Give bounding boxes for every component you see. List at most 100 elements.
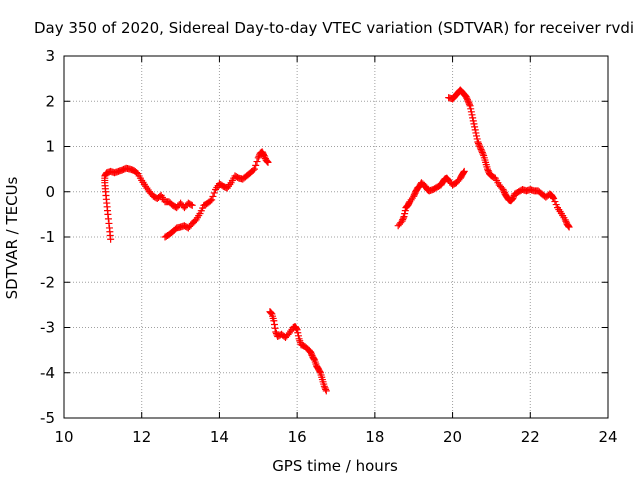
data-point-marker [264,158,272,166]
data-point-marker [322,385,330,393]
x-tick-label: 18 [365,428,384,446]
chart-title: Day 350 of 2020, Sidereal Day-to-day VTE… [34,19,634,37]
data-point-marker [466,102,474,110]
data-point-marker [469,114,477,122]
y-tick-label: -3 [40,319,55,337]
data-point-marker [467,108,475,116]
x-tick-label: 14 [210,428,229,446]
data-point-marker [307,348,315,356]
data-point-marker [474,138,482,146]
data-point-marker [322,387,330,395]
data-point-marker [470,120,478,128]
data-point-marker [474,139,482,147]
data-point-marker [410,192,418,200]
data-point-marker [209,192,217,200]
x-axis-label: GPS time / hours [272,457,398,475]
x-tick-label: 16 [288,428,307,446]
data-point-marker [460,168,468,176]
data-point-marker [465,99,473,107]
axis-ticks [63,55,609,419]
data-point-marker [401,210,409,218]
data-point-marker [398,217,406,225]
data-point-marker [561,216,569,224]
data-point-marker [206,197,214,205]
grid [64,56,608,418]
data-point-marker [410,191,418,199]
data-point-marker [316,368,324,376]
data-point-marker [479,150,487,158]
data-point-marker [249,166,257,174]
data-point-marker [272,328,280,336]
y-tick-label: 0 [45,183,55,201]
data-point-marker [476,144,484,152]
x-tick-label: 22 [521,428,540,446]
data-point-marker [188,201,196,209]
data-point-marker [564,222,572,230]
y-tick-labels: -5 -4 -3 -2 -1 0 1 2 3 [40,47,55,427]
data-point-marker [293,326,301,334]
y-tick-label: -2 [40,273,55,291]
data-point-marker [551,198,559,206]
data-point-marker [476,143,484,150]
data-point-marker [562,217,570,225]
data-point-marker [463,94,471,102]
y-tick-label: 3 [45,47,55,65]
data-point-marker [399,216,407,224]
data-point-marker [467,105,475,113]
data-point-marker [263,157,271,165]
y-tick-label: -5 [40,409,55,427]
data-point-marker [320,382,328,390]
data-point-marker [500,187,508,195]
data-point-marker [271,324,279,332]
data-point-marker [261,153,269,161]
data-point-marker [270,320,278,328]
data-point-marker [549,193,557,201]
data-point-marker [484,167,492,175]
data-point-marker [263,158,271,166]
data-point-marker [210,189,218,197]
data-point-marker [484,165,492,173]
data-point-marker [267,308,275,316]
y-tick-label: 2 [45,92,55,110]
data-point-marker [473,135,481,143]
y-tick-label: 1 [45,138,55,156]
data-point-marker [294,329,302,337]
data-points [101,86,573,395]
data-point-marker [253,158,261,166]
y-tick-label: -1 [40,228,55,246]
data-point-marker [478,149,486,157]
data-point-marker [321,384,329,392]
data-point-marker [254,154,262,162]
x-tick-labels: 10 12 14 16 18 20 22 24 [54,428,617,446]
data-point-marker [307,350,315,358]
x-tick-label: 10 [54,428,73,446]
data-point-marker [208,196,216,204]
data-point-marker [473,132,481,140]
data-point-marker [471,126,479,134]
data-point-marker [252,161,260,169]
data-point-marker [462,93,470,101]
data-point-marker [478,147,486,155]
data-point-marker [270,317,278,325]
data-point-marker [471,123,479,131]
data-point-marker [468,111,476,119]
data-point-marker [552,201,560,209]
data-point-marker [292,325,300,333]
data-point-marker [294,332,302,340]
data-point-marker [465,100,473,108]
data-point-marker [267,309,275,317]
data-point-marker [187,201,195,209]
data-point-marker [400,213,408,221]
data-point-marker [477,146,485,154]
data-point-marker [463,96,471,104]
data-point-marker [565,223,573,231]
data-point-marker [499,185,507,193]
x-tick-label: 24 [598,428,617,446]
x-tick-label: 20 [443,428,462,446]
data-point-marker [260,152,268,160]
y-axis-label: SDTVAR / TECUs [3,176,21,299]
data-point-marker [509,195,517,203]
x-tick-label: 12 [132,428,151,446]
data-point-marker [509,193,517,201]
